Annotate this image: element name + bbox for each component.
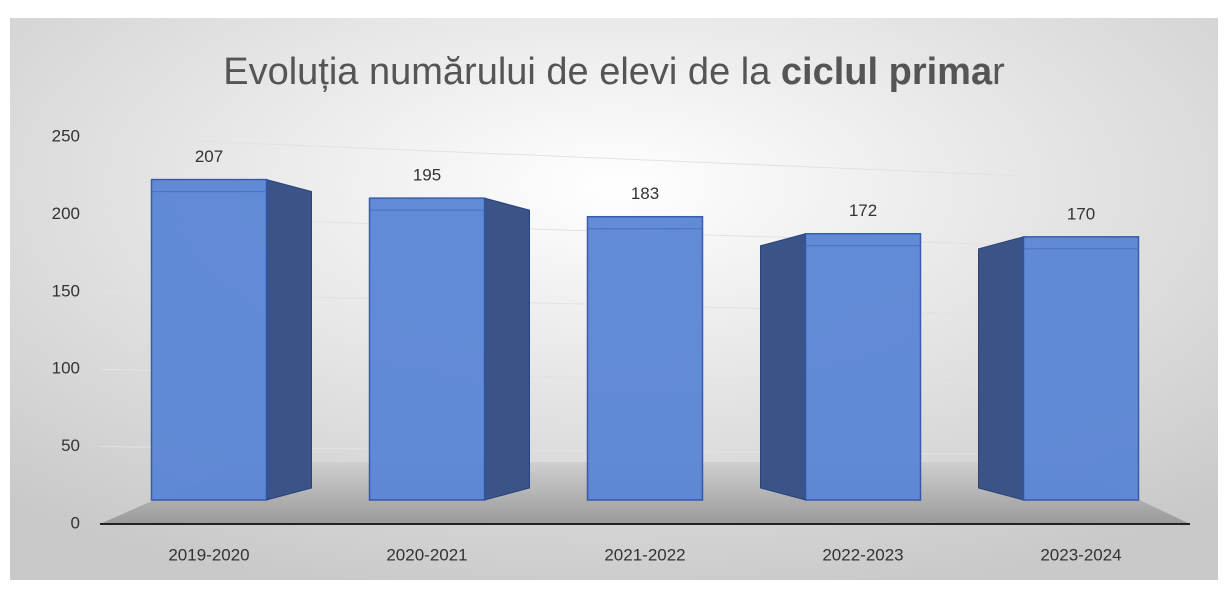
x-tick-label: 2020-2021 [386, 545, 467, 564]
bar-front [804, 232, 922, 501]
bar [978, 236, 1140, 501]
y-tick-label: 0 [71, 513, 80, 532]
bar-side [484, 197, 530, 501]
bar [760, 232, 922, 501]
bar-front [150, 178, 268, 501]
bar-side [760, 233, 806, 501]
value-label: 195 [413, 166, 441, 185]
grid-line [99, 136, 1021, 177]
value-label: 183 [631, 184, 659, 203]
bar [586, 215, 704, 501]
bar-side [266, 178, 312, 501]
bar-side [978, 236, 1024, 501]
bar-front [368, 197, 486, 501]
value-label: 170 [1067, 204, 1095, 223]
bar [150, 178, 312, 501]
title-run: ciclul prima [781, 51, 993, 93]
value-label: 172 [849, 201, 877, 220]
bar [368, 197, 530, 501]
y-tick-label: 50 [61, 436, 80, 455]
y-tick-label: 100 [52, 359, 80, 378]
title-run: Evoluția numărului de elevi de la [223, 51, 781, 93]
y-tick-label: 250 [52, 126, 80, 145]
y-tick-label: 200 [52, 204, 80, 223]
x-tick-label: 2021-2022 [604, 545, 685, 564]
title-run: r [992, 51, 1005, 93]
bar-front [1022, 236, 1140, 501]
bar-front [586, 215, 704, 501]
chart-title: Evoluția numărului de elevi de la ciclul… [223, 51, 1005, 93]
x-tick-label: 2022-2023 [822, 545, 903, 564]
y-tick-label: 150 [52, 281, 80, 300]
x-tick-label: 2023-2024 [1040, 545, 1121, 564]
x-tick-label: 2019-2020 [168, 545, 249, 564]
value-label: 207 [195, 147, 223, 166]
